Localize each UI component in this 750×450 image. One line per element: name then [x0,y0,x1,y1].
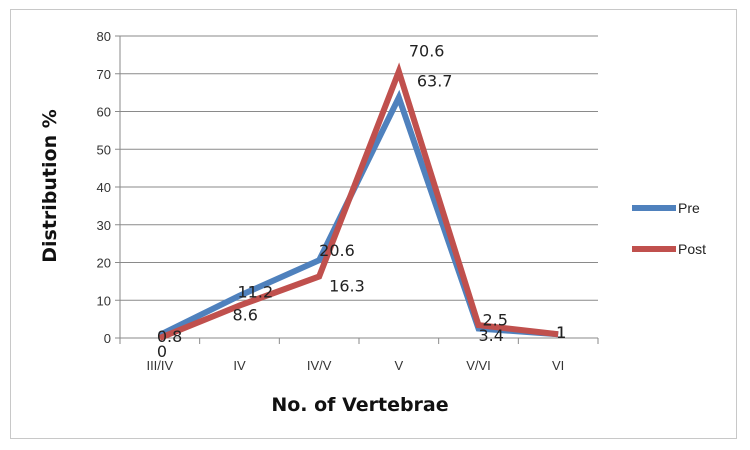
x-tick-label: V/VI [466,358,491,373]
legend-label: Post [678,241,706,257]
y-tick-label: 50 [97,142,111,157]
gridlines [120,35,598,301]
legend: Pre Post [632,200,706,257]
y-axis-title: Distribution % [39,109,61,263]
data-label: 63.7 [417,72,453,91]
y-tick-label: 0 [104,331,111,346]
chart-frame [10,9,737,439]
y-tick-label: 70 [97,67,111,82]
data-label: 16.3 [329,276,365,295]
x-tick-label: V [394,358,403,373]
data-label: 0.8 [157,327,182,346]
data-label: 0 [157,342,167,361]
data-label: 1 [556,323,566,342]
data-label: 20.6 [319,241,355,260]
x-tick-label: VI [552,358,564,373]
data-label: 3.4 [479,326,504,345]
y-tick-label: 40 [97,180,111,195]
series-line-post [158,62,559,341]
x-axis-ticks: III/IV IV IV/V V V/VI VI [119,338,599,373]
data-label: 11.2 [238,283,274,302]
y-tick-label: 80 [97,29,111,44]
axes [119,36,598,339]
data-label: 1 [556,323,566,342]
x-tick-label: IV/V [307,358,332,373]
y-tick-label: 30 [97,218,111,233]
y-tick-label: 20 [97,256,111,271]
data-label: 8.6 [233,306,258,325]
y-tick-label: 60 [97,105,111,120]
x-tick-label: III/IV [146,358,173,373]
y-tick-label: 10 [97,293,111,308]
series-lines [158,62,559,341]
y-axis-ticks: 0 10 20 30 40 50 60 70 80 [97,29,120,346]
data-label: 2.5 [483,311,508,330]
data-label: 70.6 [409,41,445,60]
x-axis-title: No. of Vertebrae [271,394,448,416]
series-line-pre [158,89,559,338]
x-tick-label: IV [233,358,246,373]
legend-label: Pre [678,200,700,216]
